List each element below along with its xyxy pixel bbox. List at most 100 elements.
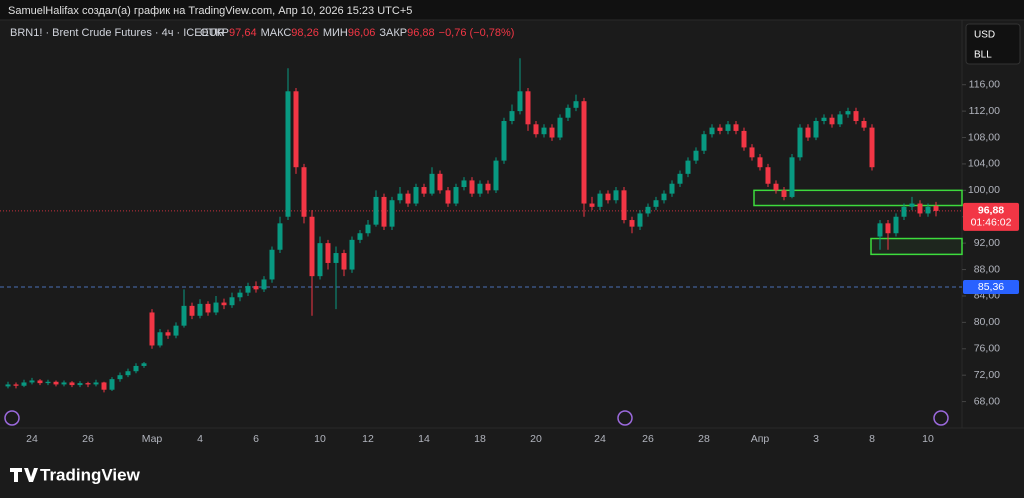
candle-body bbox=[861, 121, 867, 128]
candle-body bbox=[77, 383, 83, 386]
candle-body bbox=[381, 196, 387, 227]
candle-body bbox=[805, 127, 811, 138]
last-price-tag bbox=[963, 202, 1019, 231]
candle-body bbox=[165, 332, 171, 336]
candle-body bbox=[597, 193, 603, 207]
candle-body bbox=[741, 130, 747, 148]
x-tick-label: 3 bbox=[813, 433, 819, 445]
currency-box bbox=[965, 23, 1021, 65]
candle-body bbox=[389, 200, 395, 227]
candle-body bbox=[445, 190, 451, 204]
candle-body bbox=[181, 305, 187, 326]
candle-body bbox=[157, 332, 163, 346]
candle-body bbox=[341, 253, 347, 270]
ohlc-legend: ОТКР 97,64 МАКС 98,26 МИН 96,06 ЗАКР 96,88 −0,76… bbox=[200, 27, 514, 39]
candle-body bbox=[605, 193, 611, 201]
header-bar bbox=[0, 0, 1024, 20]
last-price-label: 96,88 bbox=[978, 205, 1004, 217]
candle-body bbox=[141, 363, 147, 366]
unit: BLL bbox=[974, 50, 992, 61]
candle-body bbox=[485, 183, 491, 191]
x-tick-label: 20 bbox=[530, 433, 542, 445]
candle-body bbox=[837, 114, 843, 125]
candle-body bbox=[645, 206, 651, 214]
candle-body bbox=[885, 223, 891, 234]
brand: TradingView bbox=[40, 465, 141, 484]
candle-body bbox=[621, 190, 627, 221]
candle-body bbox=[693, 150, 699, 161]
candle-body bbox=[101, 382, 107, 390]
x-tick-label: 10 bbox=[922, 433, 934, 445]
y-tick-label: 112,00 bbox=[969, 105, 1000, 117]
event-icons bbox=[4, 410, 949, 426]
candle-body bbox=[261, 279, 267, 290]
candle-body bbox=[173, 325, 179, 336]
candle-body bbox=[677, 173, 683, 184]
candle-body bbox=[797, 127, 803, 158]
candle-body bbox=[69, 382, 75, 386]
candle-body bbox=[557, 117, 563, 138]
legend-label: ОТКР bbox=[200, 27, 229, 39]
candle-body bbox=[789, 157, 795, 197]
y-tick-label: 72,00 bbox=[974, 369, 1000, 381]
x-tick-label: 6 bbox=[253, 433, 259, 445]
candle-body bbox=[877, 223, 883, 237]
legend-change: −0,76 (−0,78%) bbox=[439, 27, 515, 39]
candle-body bbox=[349, 239, 355, 270]
candle-body bbox=[549, 127, 555, 138]
x-tick-label: 26 bbox=[642, 433, 654, 445]
x-tick-label: 8 bbox=[869, 433, 875, 445]
candle-body bbox=[285, 91, 291, 217]
candle-body bbox=[309, 216, 315, 277]
candle-body bbox=[437, 173, 443, 191]
candle-body bbox=[109, 379, 115, 390]
candle-body bbox=[781, 190, 787, 197]
candle-body bbox=[429, 173, 435, 194]
candle-body bbox=[469, 180, 475, 194]
candle-body bbox=[637, 213, 643, 227]
candle-body bbox=[133, 365, 139, 372]
event-icon bbox=[4, 410, 20, 426]
candle-body bbox=[93, 382, 99, 385]
legend-value: 97,64 bbox=[229, 27, 257, 39]
candle-body bbox=[213, 302, 219, 313]
level-tag bbox=[963, 279, 1019, 294]
candle-body bbox=[85, 383, 91, 385]
candle-body bbox=[589, 203, 595, 207]
x-tick-label: 24 bbox=[594, 433, 606, 445]
currency: USD bbox=[974, 30, 995, 41]
x-tick-label: 18 bbox=[474, 433, 486, 445]
legend-label: МИН bbox=[323, 27, 348, 39]
candle-body bbox=[533, 124, 539, 135]
legend-value: 96,88 bbox=[407, 27, 435, 39]
header: SamuelHalifax создал(а) график на Tradin… bbox=[8, 5, 412, 17]
candle-body bbox=[613, 190, 619, 201]
candle-body bbox=[45, 381, 51, 384]
candle-body bbox=[869, 127, 875, 168]
legend-value: 98,26 bbox=[291, 27, 319, 39]
candle-body bbox=[125, 371, 131, 376]
candle-body bbox=[245, 286, 251, 293]
logo-icon bbox=[10, 468, 38, 482]
x-tick-label: 24 bbox=[26, 433, 38, 445]
candle-body bbox=[573, 101, 579, 108]
x-tick-label: 10 bbox=[314, 433, 326, 445]
candle-body bbox=[253, 286, 259, 290]
event-icon bbox=[933, 410, 949, 426]
candle-body bbox=[765, 167, 771, 184]
legend-label: ЗАКР bbox=[379, 27, 407, 39]
y-tick-label: 100,00 bbox=[968, 184, 1000, 196]
y-tick-label: 116,00 bbox=[969, 78, 1000, 90]
candle-body bbox=[453, 187, 459, 204]
candle-body bbox=[197, 303, 203, 316]
candle-body bbox=[293, 91, 299, 168]
x-tick-label: Мар bbox=[142, 433, 163, 445]
level-tag-label: 85,36 bbox=[978, 281, 1004, 293]
candle-body bbox=[189, 305, 195, 316]
candle-body bbox=[821, 117, 827, 122]
candle-body bbox=[405, 193, 411, 204]
countdown: 01:46:02 bbox=[971, 217, 1012, 229]
y-tick-label: 68,00 bbox=[974, 395, 1000, 407]
candle-body bbox=[421, 187, 427, 194]
